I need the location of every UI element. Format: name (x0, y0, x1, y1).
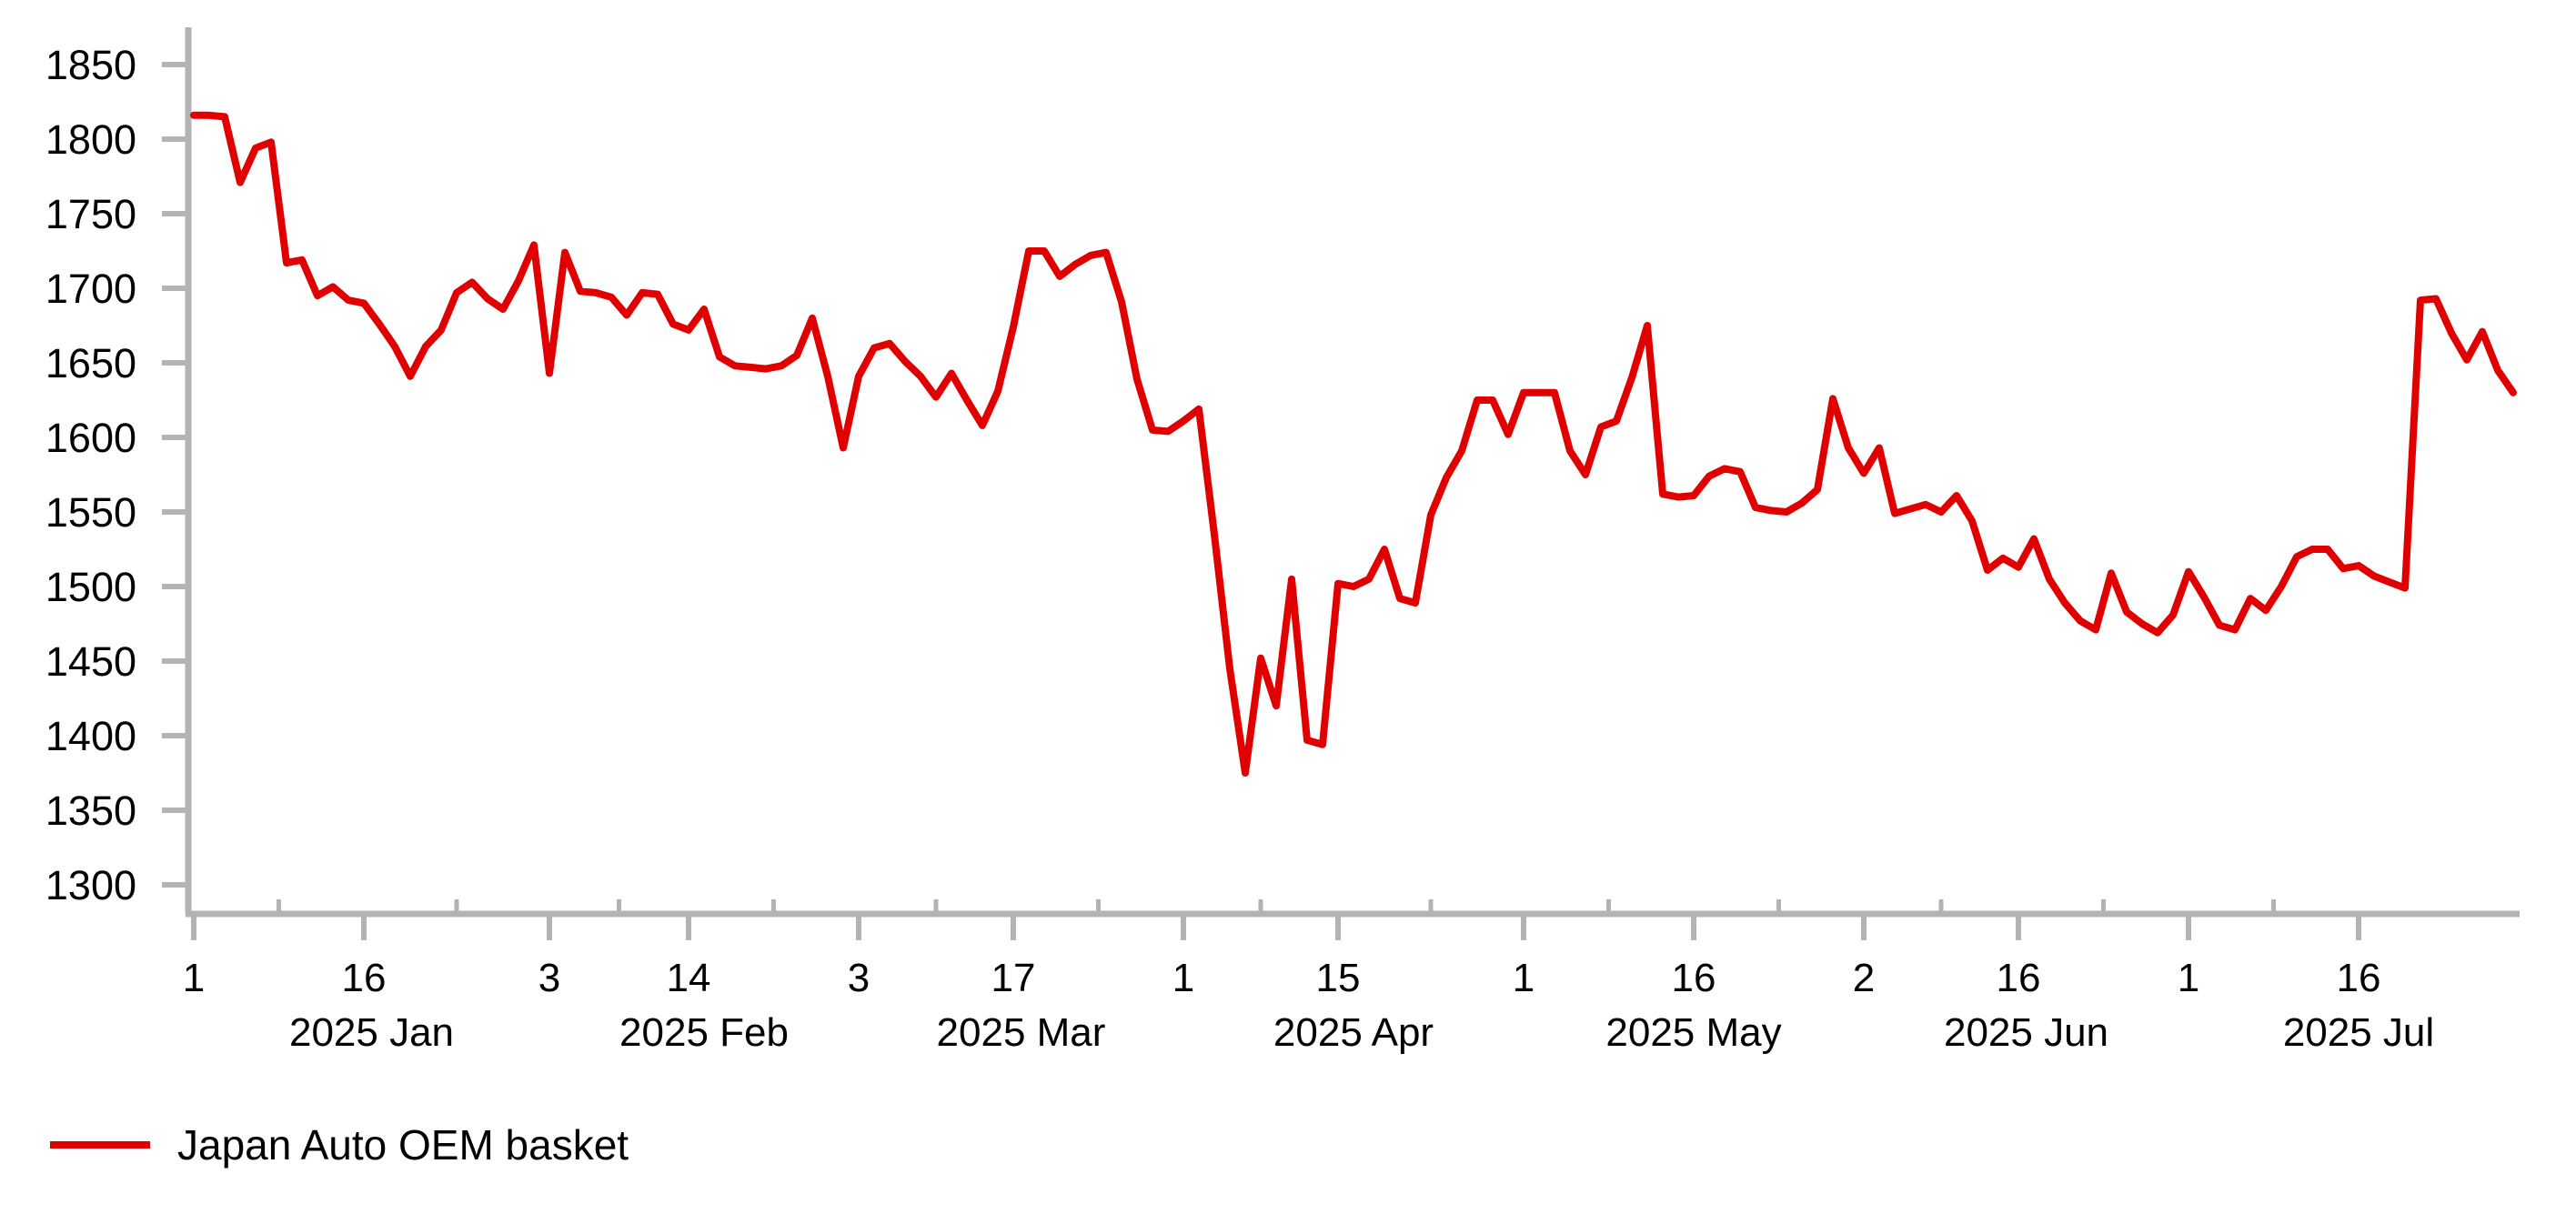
y-axis-tick-label: 1850 (45, 42, 136, 88)
x-axis-month-label: 2025 Jul (2283, 1010, 2434, 1055)
y-axis-tick-label: 1300 (45, 862, 136, 908)
x-axis-tick-label: 16 (342, 956, 387, 1000)
legend-series-label: Japan Auto OEM basket (177, 1121, 629, 1169)
x-axis-tick-label: 2 (1853, 956, 1875, 1000)
x-axis-tick-label: 1 (1172, 956, 1194, 1000)
x-axis-tick-label: 16 (1997, 956, 2041, 1000)
x-axis-tick-label: 15 (1316, 956, 1361, 1000)
x-axis-month-label: 2025 Jan (289, 1010, 454, 1055)
x-axis-tick-label: 17 (991, 956, 1036, 1000)
x-axis-month-label: 2025 May (1605, 1010, 1781, 1055)
y-axis-tick-label: 1500 (45, 564, 136, 610)
x-axis-month-label: 2025 Mar (937, 1010, 1106, 1055)
x-axis-tick-label: 14 (667, 956, 711, 1000)
x-axis-tick-label: 3 (848, 956, 870, 1000)
y-axis-tick-label: 1800 (45, 116, 136, 163)
y-axis-tick-label: 1700 (45, 266, 136, 312)
series-line (190, 111, 2517, 777)
y-axis-tick-label: 1450 (45, 638, 136, 685)
legend-line-swatch (50, 1141, 150, 1149)
x-axis-tick-label: 16 (2337, 956, 2381, 1000)
y-axis-tick-label: 1650 (45, 340, 136, 386)
x-axis-tick-label: 1 (183, 956, 205, 1000)
y-axis-tick-label: 1750 (45, 191, 136, 237)
x-axis-month-label: 2025 Feb (619, 1010, 789, 1055)
x-axis-tick-label: 1 (1513, 956, 1535, 1000)
x-axis-month-label: 2025 Jun (1944, 1010, 2108, 1055)
x-axis-month-label: 2025 Apr (1273, 1010, 1434, 1055)
y-axis-tick-label: 1350 (45, 788, 136, 834)
chart-legend: Japan Auto OEM basket (50, 1124, 629, 1166)
y-axis-tick-label: 1550 (45, 489, 136, 536)
y-axis-tick-label: 1400 (45, 713, 136, 759)
x-axis-tick-label: 16 (1672, 956, 1716, 1000)
x-axis-tick-label: 1 (2178, 956, 2199, 1000)
x-axis-tick-label: 3 (538, 956, 560, 1000)
y-axis-tick-label: 1600 (45, 415, 136, 461)
